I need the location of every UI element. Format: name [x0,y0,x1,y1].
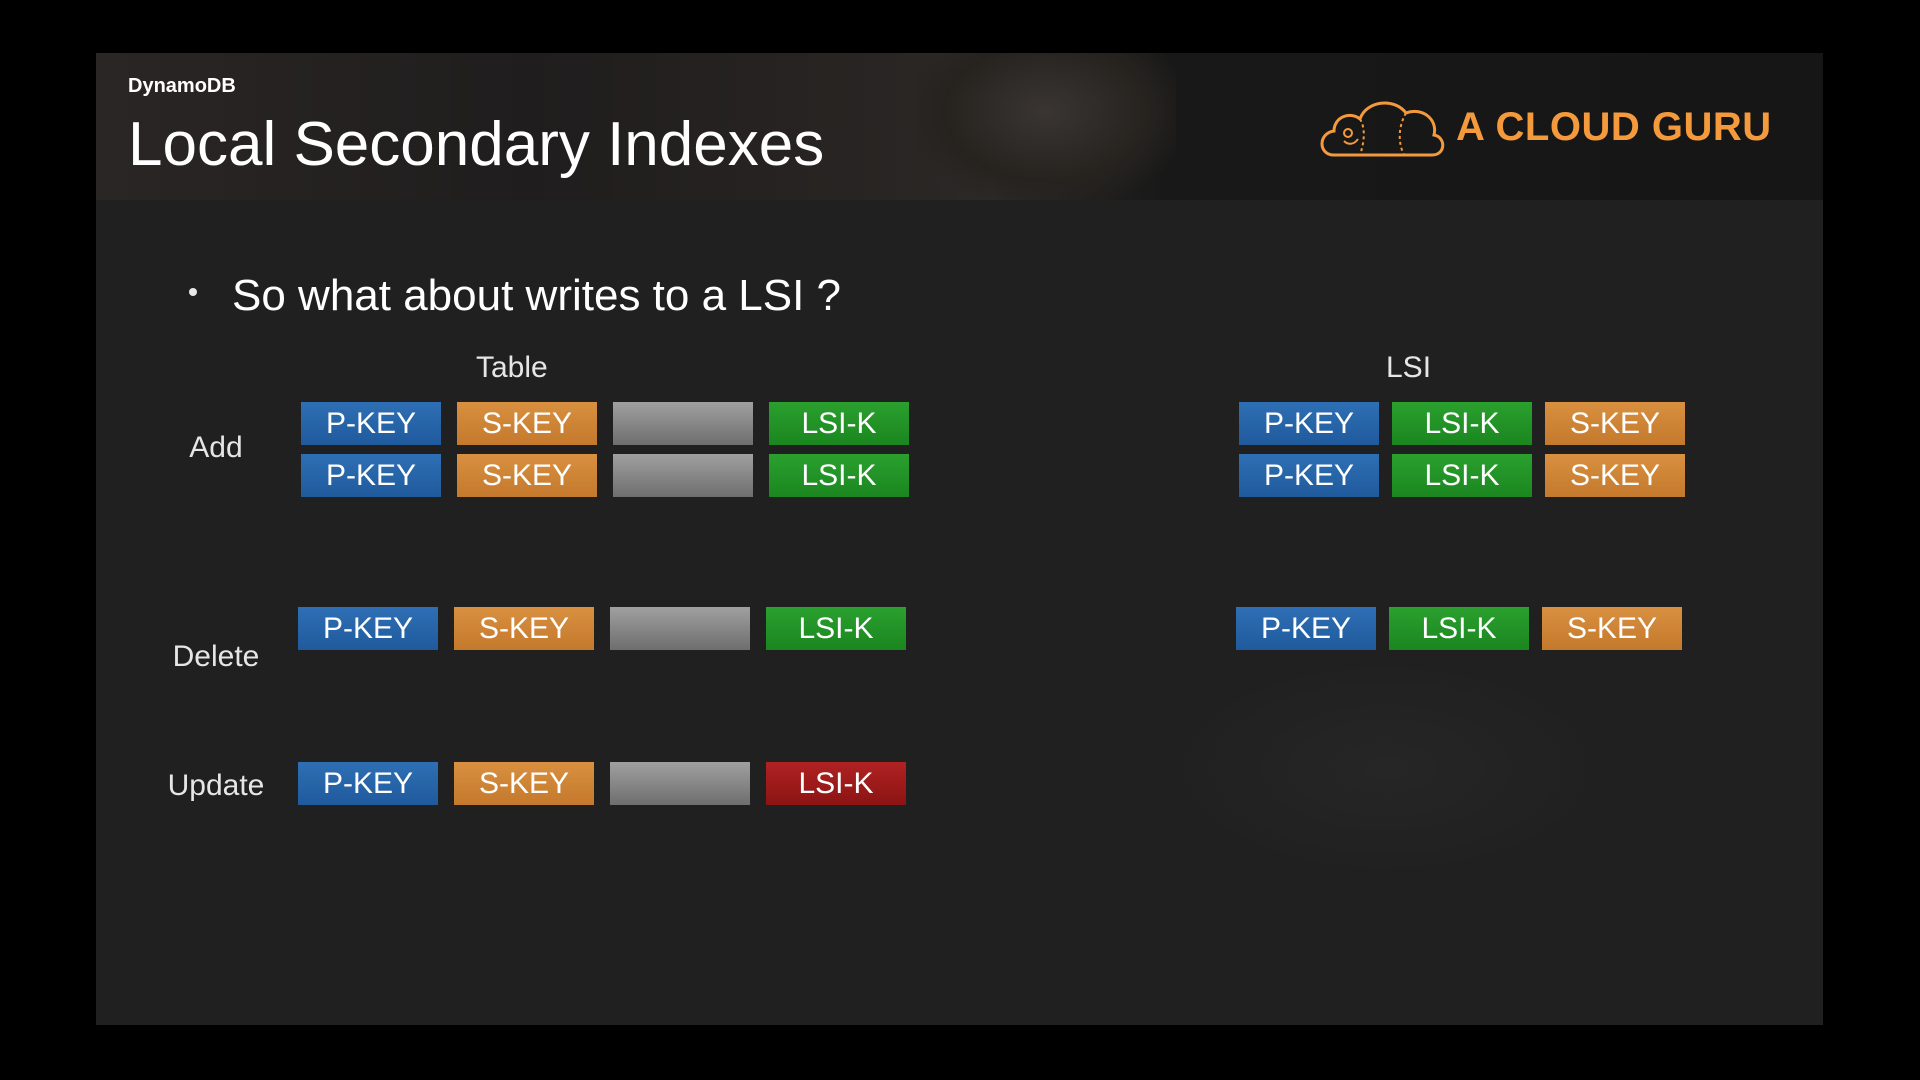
cloud-logo-icon [1320,101,1445,157]
table-add-1-pkey: P-KEY [301,402,441,445]
bullet-dot [189,288,197,296]
slide-title: Local Secondary Indexes [128,110,825,179]
lsi-add-1-pkey: P-KEY [1239,402,1379,445]
lsi-add-1-lsik: LSI-K [1392,402,1532,445]
logo-text: A CLOUD GURU [1456,105,1772,149]
row-label-delete: Delete [172,640,260,673]
lsi-update-faded-row [1176,663,1596,873]
bullet-text: So what about writes to a LSI ? [232,271,842,320]
table-delete-attribute [610,607,750,650]
table-update-lsik-changed: LSI-K [766,762,906,805]
lsi-delete-lsik: LSI-K [1389,607,1529,650]
lsi-add-2-pkey: P-KEY [1239,454,1379,497]
table-add-2-attribute [613,454,753,497]
lsi-add-2-skey: S-KEY [1545,454,1685,497]
table-add-1-skey: S-KEY [457,402,597,445]
row-label-update: Update [167,769,265,802]
slide-header: DynamoDB Local Secondary Indexes A CLOUD… [96,53,1823,200]
table-add-2-lsik: LSI-K [769,454,909,497]
table-update-pkey: P-KEY [298,762,438,805]
slide: DynamoDB Local Secondary Indexes A CLOUD… [96,53,1823,1025]
lsi-add-2-lsik: LSI-K [1392,454,1532,497]
lsi-column-label: LSI [1386,351,1432,384]
table-delete-pkey: P-KEY [298,607,438,650]
header-background-photo [916,53,1176,200]
table-update-skey: S-KEY [454,762,594,805]
table-add-2-pkey: P-KEY [301,454,441,497]
row-label-add: Add [189,431,243,464]
table-delete-lsik: LSI-K [766,607,906,650]
table-add-1-lsik: LSI-K [769,402,909,445]
table-update-attribute [610,762,750,805]
table-add-2-skey: S-KEY [457,454,597,497]
table-add-1-attribute [613,402,753,445]
slide-kicker: DynamoDB [128,75,236,97]
table-column-label: Table [476,351,548,384]
table-delete-skey: S-KEY [454,607,594,650]
lsi-delete-pkey: P-KEY [1236,607,1376,650]
lsi-add-1-skey: S-KEY [1545,402,1685,445]
lsi-delete-skey: S-KEY [1542,607,1682,650]
